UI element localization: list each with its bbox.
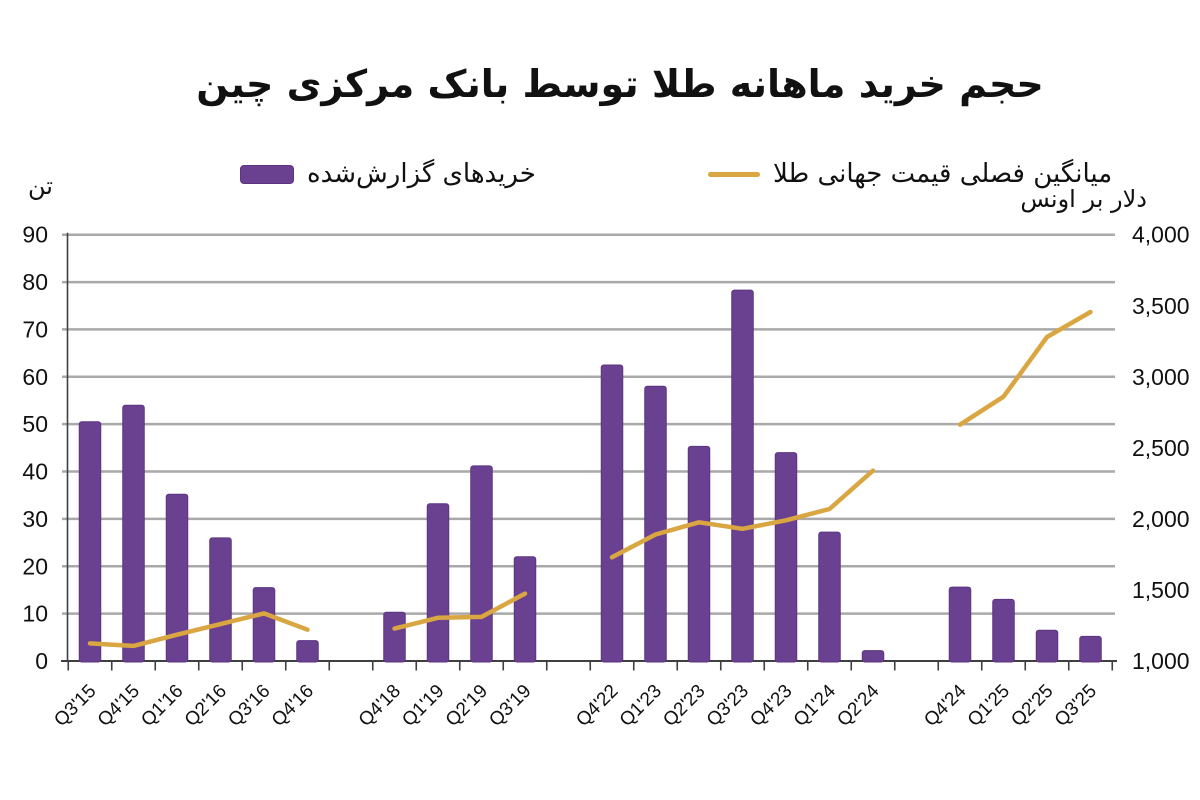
legend-item-bars: خریدهای گزارش‌شده xyxy=(240,155,536,193)
x-axis-tick-label: Q1'25 xyxy=(964,681,1014,731)
left-axis-unit-label: تن xyxy=(28,172,53,200)
line-legend-swatch-icon xyxy=(708,171,760,177)
bars-legend-label: خریدهای گزارش‌شده xyxy=(307,159,536,189)
x-axis-tick-label: Q3'19 xyxy=(485,681,535,731)
bar xyxy=(252,587,276,663)
bar xyxy=(165,493,189,663)
x-axis-tick-label: Q2'16 xyxy=(181,681,231,731)
line-legend-label: میانگین فصلی قیمت جهانی طلا xyxy=(773,159,1113,189)
bar xyxy=(426,503,450,663)
bar xyxy=(1035,629,1059,663)
y-axis-left-tick-label: 10 xyxy=(22,601,48,627)
y-axis-left-tick-label: 40 xyxy=(22,459,48,485)
bar xyxy=(296,640,319,663)
y-axis-left-tick-label: 60 xyxy=(22,364,48,390)
bar xyxy=(687,445,711,663)
bar xyxy=(600,364,624,663)
y-axis-right-tick-label: 3,500 xyxy=(1132,293,1190,319)
y-axis-left-tick-label: 50 xyxy=(22,411,48,437)
bar xyxy=(818,531,841,663)
y-axis-left-tick-label: 80 xyxy=(22,269,48,295)
bar xyxy=(731,289,754,663)
bar xyxy=(209,537,232,663)
y-axis-left-tick-label: 20 xyxy=(22,553,48,579)
legend-item-line: میانگین فصلی قیمت جهانی طلا xyxy=(708,155,1112,193)
bar xyxy=(1079,635,1102,663)
x-axis-tick-label: Q1'16 xyxy=(137,681,187,731)
y-axis-left-tick-label: 30 xyxy=(22,506,48,532)
x-axis-tick-label: Q2'23 xyxy=(659,681,709,731)
y-axis-right-tick-label: 1,000 xyxy=(1132,648,1190,674)
bar xyxy=(470,465,493,663)
y-axis-right-tick-label: 4,000 xyxy=(1132,222,1190,248)
x-axis-tick-label: Q1'19 xyxy=(398,681,448,731)
x-axis-tick-label: Q4'22 xyxy=(572,681,622,731)
y-axis-right-tick-label: 1,500 xyxy=(1132,577,1190,603)
y-axis-right-tick-label: 2,000 xyxy=(1132,506,1190,532)
price-line xyxy=(87,309,1093,649)
x-axis-tick-label: Q4'16 xyxy=(268,681,318,731)
x-axis-tick-label: Q2'19 xyxy=(442,681,492,731)
bar xyxy=(383,611,406,663)
bar xyxy=(992,598,1015,663)
y-axis-right-tick-label: 2,500 xyxy=(1132,435,1190,461)
y-axis-right-tick-label: 3,000 xyxy=(1132,364,1190,390)
bar xyxy=(122,404,145,663)
x-axis-tick-label: Q3'25 xyxy=(1051,681,1101,731)
y-axis-left-tick-label: 0 xyxy=(35,648,48,674)
bar xyxy=(861,650,885,663)
x-axis-tick-label: Q4'23 xyxy=(746,681,796,731)
x-axis-tick-label: Q3'16 xyxy=(224,681,274,731)
right-axis-unit-label: دلار بر اونس xyxy=(1020,185,1147,213)
x-axis-tick-label: Q1'24 xyxy=(790,680,841,731)
x-axis-tick-label: Q4'18 xyxy=(355,681,405,731)
bar xyxy=(774,452,798,663)
x-axis-tick-label: Q2'25 xyxy=(1007,681,1057,731)
y-axis-left-tick-label: 70 xyxy=(22,316,48,342)
x-axis-tick-label: Q3'23 xyxy=(703,681,753,731)
x-axis-tick-label: Q4'24 xyxy=(920,680,971,731)
x-axis-tick-label: Q4'15 xyxy=(94,681,144,731)
bar xyxy=(644,385,667,663)
y-axis-left-tick-label: 90 xyxy=(22,222,48,248)
x-axis-tick-label: Q1'23 xyxy=(616,681,666,731)
bars-legend-swatch-icon xyxy=(240,164,294,184)
bar xyxy=(513,556,537,663)
x-axis-tick-label: Q3'15 xyxy=(50,681,100,731)
bar xyxy=(948,586,972,663)
bar xyxy=(78,421,102,663)
x-axis-tick-label: Q2'24 xyxy=(833,680,884,731)
chart-title: حجم خرید ماهانه طلا توسط بانک مرکزی چین xyxy=(196,62,1044,106)
